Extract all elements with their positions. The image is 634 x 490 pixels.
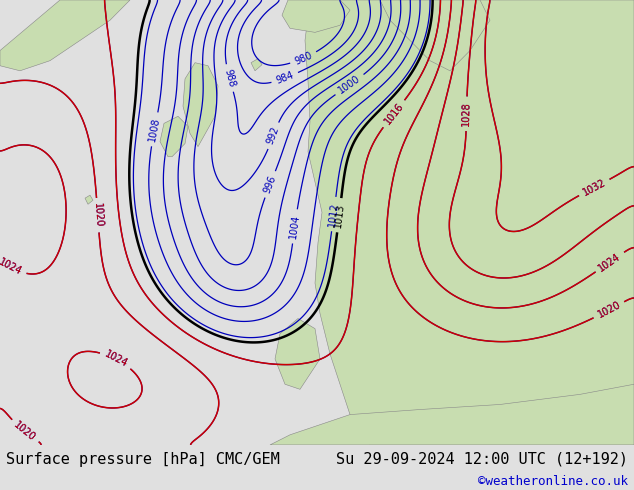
Polygon shape xyxy=(251,59,262,71)
Text: 1020: 1020 xyxy=(596,300,622,320)
Text: Surface pressure [hPa] CMC/GEM: Surface pressure [hPa] CMC/GEM xyxy=(6,452,280,467)
Text: 1028: 1028 xyxy=(462,101,472,126)
Text: 1024: 1024 xyxy=(103,349,129,369)
Text: 1013: 1013 xyxy=(333,202,346,228)
Polygon shape xyxy=(275,318,320,389)
Text: 988: 988 xyxy=(223,68,236,88)
Text: 1012: 1012 xyxy=(327,201,340,227)
Text: 1008: 1008 xyxy=(147,117,162,142)
Text: 1004: 1004 xyxy=(288,214,301,239)
Text: 1016: 1016 xyxy=(382,101,405,126)
Text: 1020: 1020 xyxy=(12,420,37,443)
Text: Su 29-09-2024 12:00 UTC (12+192): Su 29-09-2024 12:00 UTC (12+192) xyxy=(335,452,628,467)
Polygon shape xyxy=(282,0,350,32)
Text: 1032: 1032 xyxy=(581,177,607,197)
Text: 1024: 1024 xyxy=(0,256,24,276)
Polygon shape xyxy=(85,195,93,204)
Text: 992: 992 xyxy=(265,125,281,146)
Text: 1024: 1024 xyxy=(597,251,623,273)
Text: 1024: 1024 xyxy=(597,251,623,273)
Polygon shape xyxy=(160,116,188,157)
Text: 984: 984 xyxy=(275,70,295,86)
Text: 996: 996 xyxy=(262,174,278,195)
Text: 1028: 1028 xyxy=(462,101,472,126)
Polygon shape xyxy=(270,384,634,445)
Text: ©weatheronline.co.uk: ©weatheronline.co.uk xyxy=(477,475,628,489)
Text: 1024: 1024 xyxy=(103,349,129,369)
Text: 1020: 1020 xyxy=(596,300,622,320)
Text: 1020: 1020 xyxy=(92,202,103,228)
Polygon shape xyxy=(305,0,634,445)
Text: 1020: 1020 xyxy=(92,202,103,228)
Polygon shape xyxy=(183,63,218,147)
Text: 1000: 1000 xyxy=(337,74,363,96)
Text: 1016: 1016 xyxy=(382,101,405,126)
Text: 980: 980 xyxy=(293,50,314,67)
Polygon shape xyxy=(0,0,130,71)
Text: 1032: 1032 xyxy=(581,177,607,197)
Polygon shape xyxy=(380,0,490,71)
Text: 1020: 1020 xyxy=(12,420,37,443)
Text: 1024: 1024 xyxy=(0,256,24,276)
